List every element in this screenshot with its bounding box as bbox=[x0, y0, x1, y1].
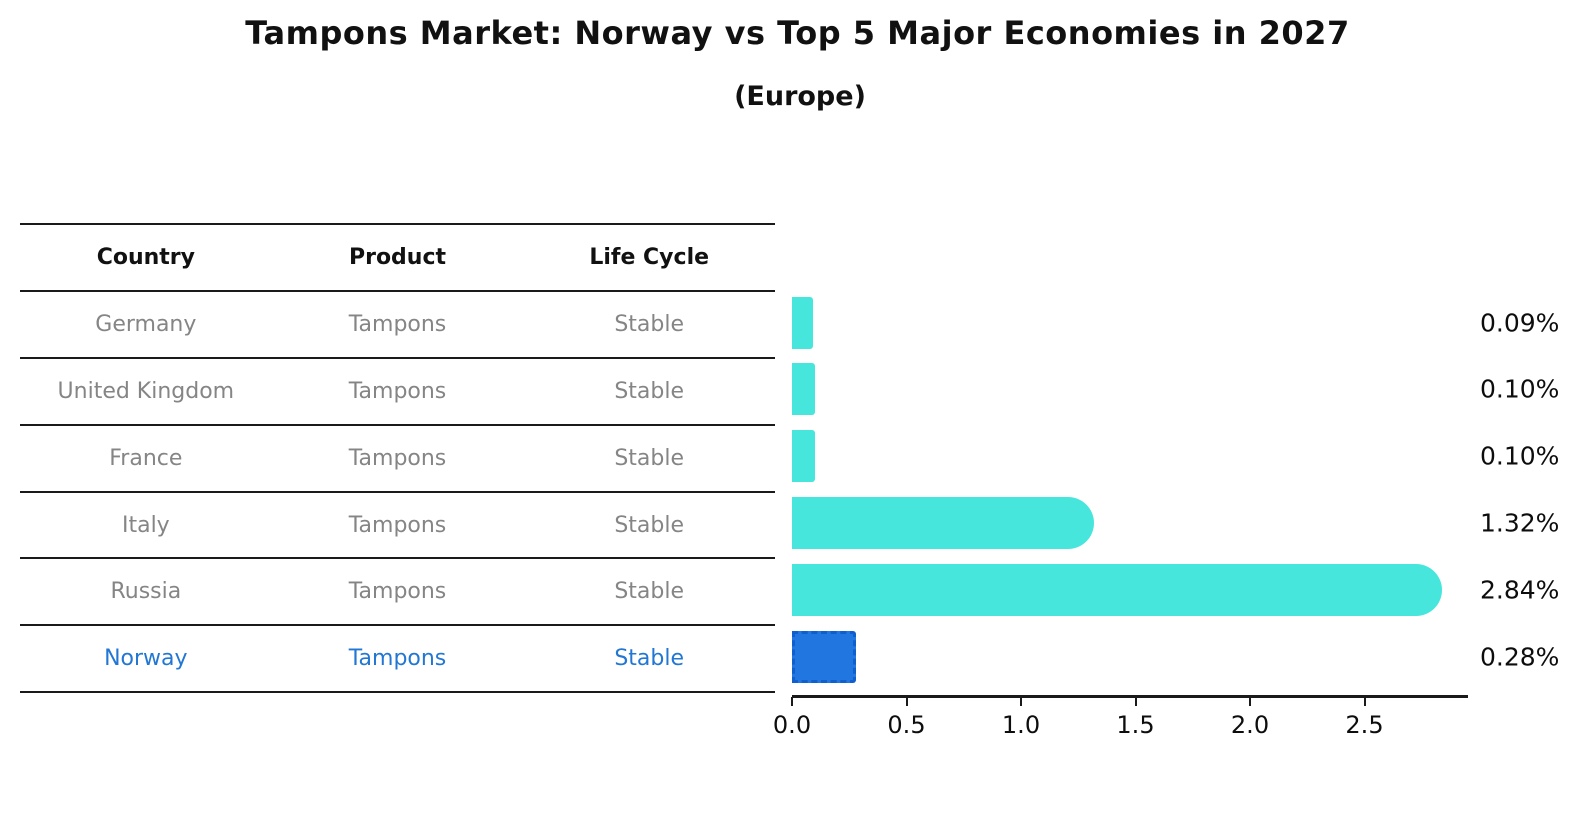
cell-product: Tampons bbox=[348, 445, 447, 471]
table-row-france: France Tampons Stable bbox=[20, 426, 775, 493]
cell-product: Tampons bbox=[348, 579, 447, 605]
x-axis-tick-label: 1.5 bbox=[1116, 711, 1155, 739]
x-axis-tick bbox=[1249, 697, 1251, 706]
column-header-product: Product bbox=[348, 244, 447, 270]
x-axis-tick-label: 1.0 bbox=[1001, 711, 1041, 739]
cell-life-cycle: Stable bbox=[614, 445, 685, 471]
value-label-norway: 0.28% bbox=[1480, 642, 1560, 672]
x-axis-tick-label: 2.5 bbox=[1345, 711, 1384, 739]
value-label-united-kingdom: 0.10% bbox=[1480, 374, 1560, 404]
value-label-germany: 0.09% bbox=[1480, 308, 1560, 337]
bar-italy bbox=[792, 497, 1095, 550]
chart-subtitle: (Europe) bbox=[734, 81, 866, 112]
value-label-italy: 1.32% bbox=[1480, 508, 1560, 538]
x-axis-tick bbox=[1363, 697, 1366, 706]
cell-country: France bbox=[109, 445, 183, 471]
bar-united-kingdom bbox=[792, 363, 815, 416]
cell-product: Tampons bbox=[348, 646, 447, 672]
cell-country: United Kingdom bbox=[57, 378, 235, 404]
bar-norway bbox=[792, 631, 857, 683]
table-row-italy: Italy Tampons Stable bbox=[20, 493, 775, 560]
value-label-russia: 2.84% bbox=[1480, 575, 1560, 605]
country-table: Country Product Life Cycle Germany Tampons St… bbox=[20, 223, 775, 694]
x-axis-tick bbox=[791, 697, 793, 706]
table-row-germany: Germany Tampons Stable bbox=[20, 292, 775, 359]
cell-life-cycle: Stable bbox=[614, 512, 685, 538]
cell-product: Tampons bbox=[348, 378, 447, 404]
x-axis-tick-label: 0.0 bbox=[772, 711, 812, 739]
x-axis-line bbox=[792, 695, 1468, 698]
cell-life-cycle: Stable bbox=[614, 311, 685, 337]
table-row-russia: Russia Tampons Stable bbox=[20, 559, 775, 627]
cell-product: Tampons bbox=[348, 512, 447, 538]
x-axis-tick bbox=[905, 697, 908, 706]
value-label-france: 0.10% bbox=[1480, 441, 1560, 471]
x-axis-tick-label: 0.5 bbox=[887, 711, 926, 739]
table-header-row: Country Product Life Cycle bbox=[20, 225, 775, 292]
cell-country: Italy bbox=[121, 512, 170, 538]
bar-russia bbox=[792, 564, 1443, 617]
cell-product: Tampons bbox=[348, 311, 447, 337]
cell-life-cycle: Stable bbox=[614, 378, 685, 404]
cell-life-cycle: Stable bbox=[614, 579, 685, 605]
x-axis-tick bbox=[1134, 697, 1137, 706]
chart-title: Tampons Market: Norway vs Top 5 Major Ec… bbox=[245, 14, 1350, 52]
bar-germany bbox=[792, 296, 813, 349]
column-header-life-cycle: Life Cycle bbox=[589, 244, 710, 270]
cell-country: Norway bbox=[104, 646, 188, 672]
cell-life-cycle: Stable bbox=[614, 646, 685, 672]
cell-country: Russia bbox=[110, 579, 182, 605]
bar-france bbox=[792, 430, 815, 483]
x-axis-tick-label: 2.0 bbox=[1230, 711, 1270, 739]
table-row-united-kingdom: United Kingdom Tampons Stable bbox=[20, 359, 775, 426]
table-row-norway: Norway Tampons Stable bbox=[20, 626, 775, 694]
column-header-country: Country bbox=[96, 244, 195, 270]
cell-country: Germany bbox=[95, 311, 197, 337]
x-axis-tick bbox=[1020, 697, 1022, 706]
